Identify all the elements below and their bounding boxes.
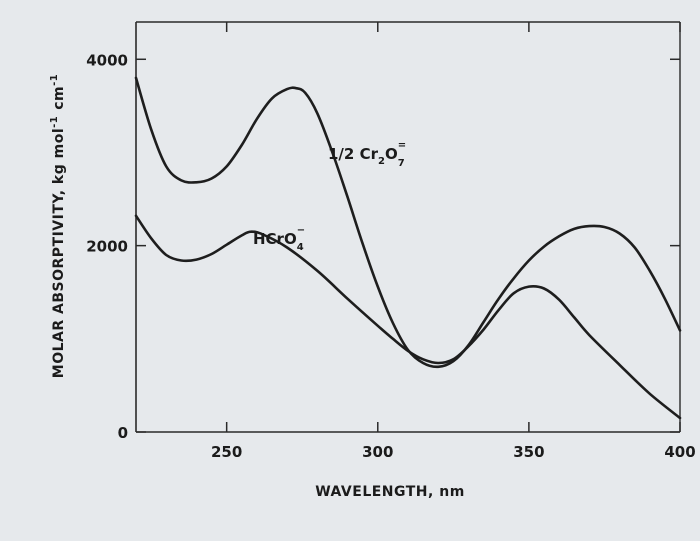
x-tick-label-350: 350: [513, 443, 544, 461]
x-tick-label-400: 400: [664, 443, 695, 461]
series-line-hcro4: [134, 214, 682, 420]
series-label-hcro4: HCrO4−: [253, 225, 305, 253]
y-axis-title: MOLAR ABSORPTIVITY, kg mol-1cm-1: [49, 74, 67, 378]
y-tick-label-2000: 2000: [86, 238, 128, 256]
series-lines: [134, 76, 682, 420]
y-tick-label-4000: 4000: [86, 51, 128, 69]
series-line-dichromate: [134, 76, 682, 369]
x-axis-title: WAVELENGTH, nm: [315, 484, 465, 500]
y-tick-label-0: 0: [118, 424, 128, 442]
x-tick-label-250: 250: [211, 443, 242, 461]
series-label-dichromate: 1/2 Cr2O7=: [328, 140, 406, 169]
x-tick-label-300: 300: [362, 443, 393, 461]
